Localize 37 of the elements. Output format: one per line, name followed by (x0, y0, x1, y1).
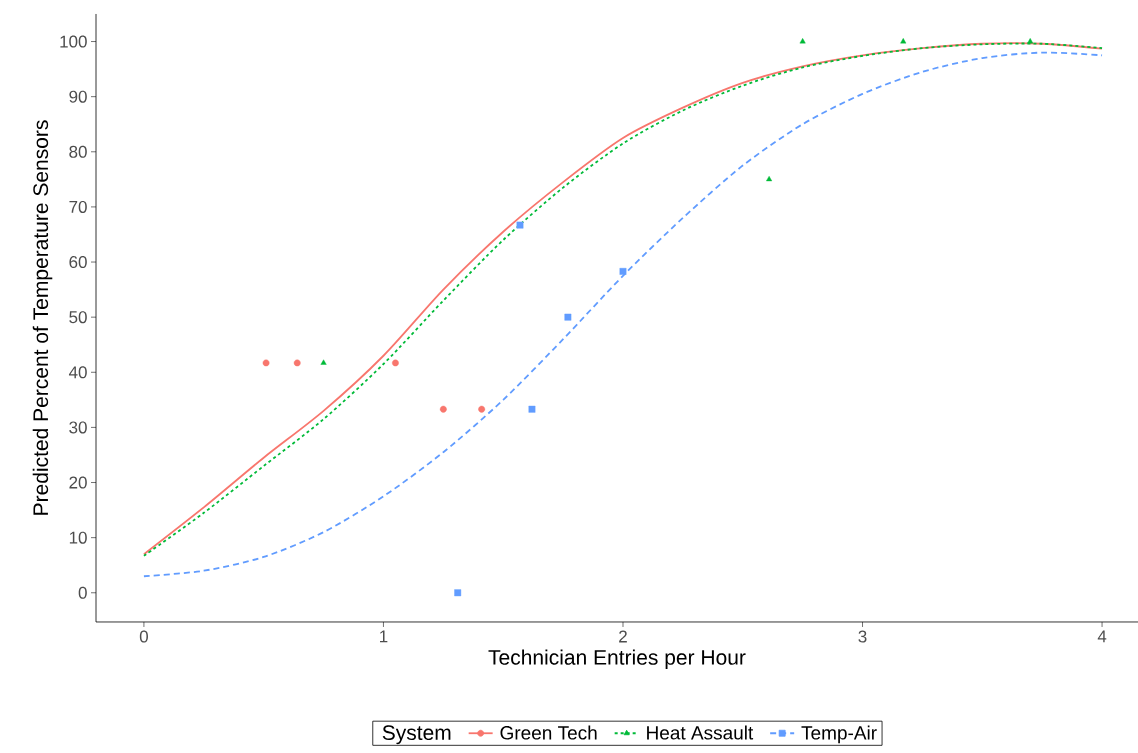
point (262, 359, 270, 367)
point (799, 38, 806, 44)
y-tick-label: 50 (69, 311, 87, 324)
y-tick-label: 80 (69, 145, 87, 158)
legend-label: Green Tech (500, 725, 597, 740)
point (564, 313, 572, 321)
point (516, 221, 524, 229)
y-tick-label: 70 (69, 200, 87, 213)
y-tick-label: 40 (68, 366, 87, 379)
point (293, 359, 301, 367)
x-tick-label: 0 (139, 630, 148, 643)
y-tick-label: 30 (69, 421, 87, 434)
point (766, 175, 773, 182)
legend-label: Temp-Air (801, 725, 877, 744)
x-axis-title: Technician Entries per Hour (488, 649, 746, 669)
legend-title: System (382, 725, 451, 745)
point (392, 359, 399, 367)
y-tick-label: 100 (60, 35, 87, 48)
x-tick-label: 1 (380, 630, 388, 643)
point (900, 38, 907, 44)
point (320, 359, 327, 365)
point (619, 268, 627, 275)
legend-label: Heat Assault (647, 725, 754, 740)
y-tick-label: 0 (78, 586, 87, 599)
point (1027, 38, 1034, 44)
y-tick-label: 60 (69, 256, 87, 269)
point (528, 405, 536, 413)
x-tick-label: 2 (619, 630, 627, 643)
point (439, 405, 447, 413)
y-tick-label: 20 (69, 476, 87, 489)
y-axis-title: Predicted Percent of Temperature Sensors (32, 120, 53, 515)
point (478, 405, 486, 413)
x-tick-label: 4 (1097, 630, 1107, 643)
y-tick-label: 10 (69, 531, 87, 544)
y-tick-label: 90 (69, 90, 87, 103)
point (454, 589, 462, 597)
x-tick-label: 3 (858, 630, 867, 643)
